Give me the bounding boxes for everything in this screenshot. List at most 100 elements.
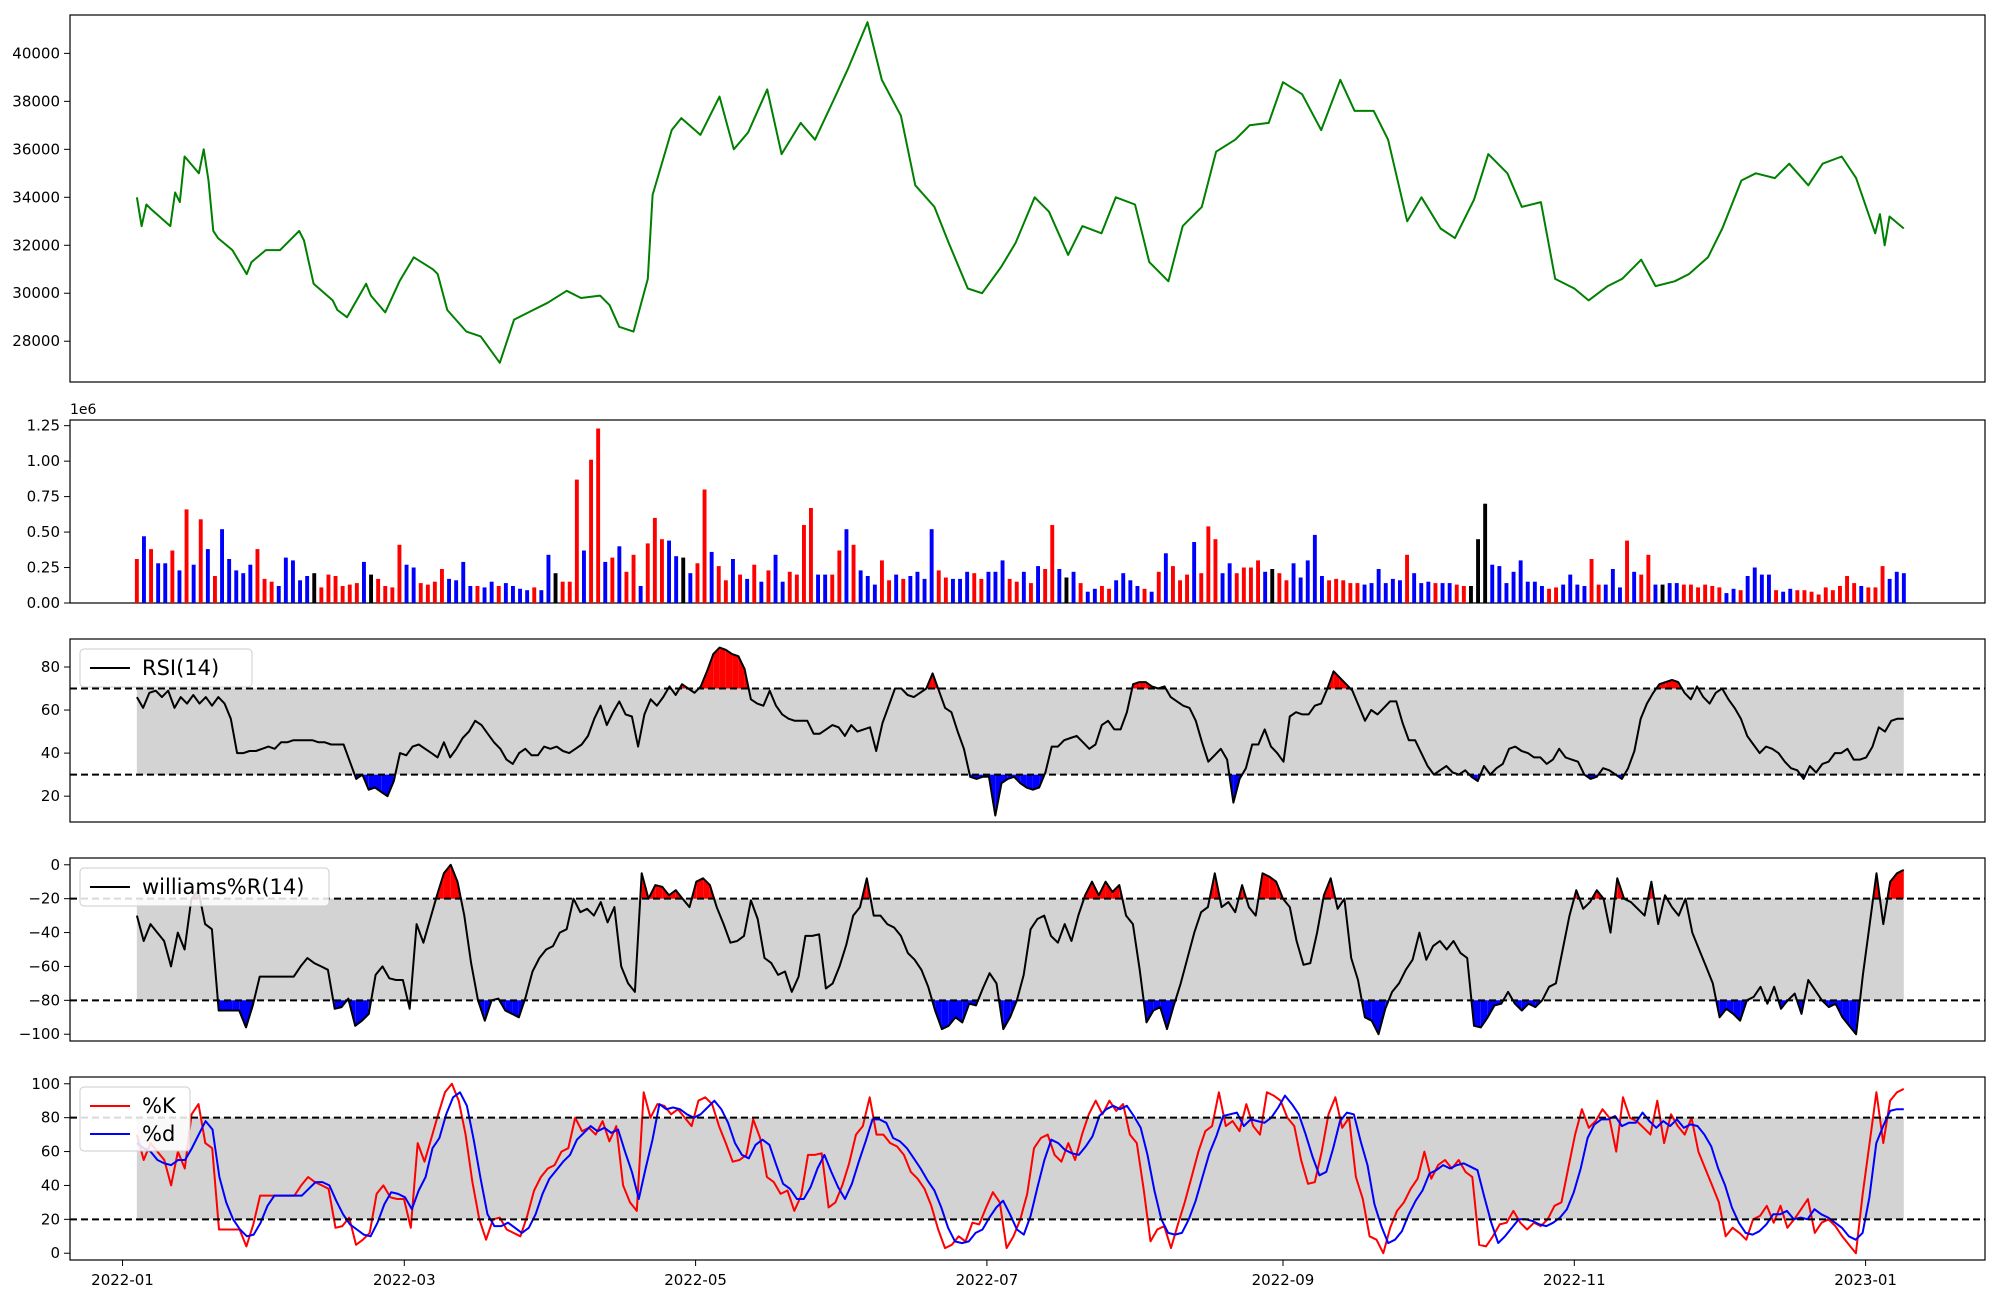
volume-bar [475, 586, 480, 603]
volume-bar [511, 586, 515, 603]
price-line [135, 21, 1905, 364]
volume-bar [723, 580, 728, 603]
volume-bar [234, 570, 239, 603]
volume-bar [1852, 583, 1857, 603]
volume-bar [305, 576, 310, 603]
volume-bar [709, 551, 714, 603]
x-axis-tick-label: 2022-07 [956, 1271, 1019, 1289]
volume-bar [695, 563, 700, 603]
volume-bar [560, 581, 565, 603]
volume-bar [780, 581, 785, 603]
volume-axis-tick-label: 1.25 [27, 417, 60, 435]
volume-bar [1752, 567, 1757, 603]
volume-bar [1575, 584, 1580, 603]
volume-bar [872, 584, 877, 603]
volume-bar [1646, 554, 1651, 603]
volume-bar [1823, 587, 1828, 603]
volume-bar [1412, 573, 1417, 603]
rsi-line [136, 646, 1904, 817]
volume-bar [908, 576, 913, 603]
volume-bar [582, 550, 586, 603]
volume-bar [972, 573, 977, 603]
volume-bar [447, 578, 451, 603]
volume-bar [1710, 586, 1715, 603]
volume-bar [794, 574, 799, 603]
volume-bar [134, 559, 139, 603]
volume-bar [525, 590, 530, 603]
volume-bar [1518, 560, 1523, 603]
stochastic-legend: %K %d [79, 1086, 191, 1152]
volume-bar [936, 570, 941, 603]
volume-bar [1625, 540, 1629, 603]
volume-bar [1759, 574, 1764, 603]
volume-bar [298, 580, 302, 603]
volume-bar [1859, 586, 1864, 603]
price-axis-tick-label: 28000 [12, 332, 60, 350]
volume-bar [610, 557, 615, 603]
volume-bar [276, 586, 281, 603]
volume-bar [1029, 583, 1033, 603]
volume-bar [1532, 581, 1537, 603]
williams-overbought-fill-segment [655, 885, 663, 899]
stochastic-legend-label: %d [142, 1122, 175, 1146]
williams-overbought-fill-segment [1112, 885, 1120, 899]
volume-bar [1107, 588, 1111, 603]
volume-bar [1433, 583, 1438, 603]
volume-bar [802, 525, 806, 603]
volume-bar [1632, 571, 1637, 603]
volume-bar [1483, 503, 1488, 603]
williams-oversold-fill-segment [948, 1000, 956, 1026]
rsi-oversold-fill-segment [1020, 774, 1027, 788]
volume-bar [1901, 573, 1906, 603]
rsi-legend-label: RSI(14) [142, 656, 219, 680]
williams-oversold-fill-segment [1726, 1000, 1734, 1014]
volume-bar [1312, 534, 1317, 603]
volume-bar [645, 543, 650, 603]
volume-bar [142, 536, 146, 603]
rsi-overbought-fill-segment [732, 654, 739, 689]
stochastic-legend-label: %K [142, 1094, 177, 1118]
volume-bar [1561, 584, 1566, 603]
williams-oversold-fill-segment [1146, 1000, 1154, 1023]
williams-oversold-fill-segment [1480, 1000, 1488, 1028]
volume-bar [929, 529, 934, 603]
rsi-oversold-fill [354, 774, 1806, 816]
volume-bar [227, 559, 232, 603]
williams-oversold-fill-segment [1842, 1000, 1850, 1026]
volume-bar [1263, 571, 1268, 603]
volume-axis-tick-label: 0.00 [27, 594, 60, 612]
volume-bar [837, 550, 842, 603]
volume-bar [1774, 590, 1778, 603]
volume-bar [1043, 569, 1048, 603]
volume-bar [1270, 569, 1275, 603]
price-axis-tick-label: 34000 [12, 188, 60, 206]
volume-bar [915, 571, 920, 603]
williams-overbought-fill-segment [443, 864, 451, 899]
volume-bar [255, 549, 260, 603]
volume-bar [376, 578, 381, 603]
volume-bar [1419, 583, 1424, 603]
williams-overbought-fill-segment [1262, 873, 1270, 899]
rsi-oversold-fill-segment [1026, 774, 1033, 790]
price-axis-tick-label: 30000 [12, 284, 60, 302]
williams-legend: williams%R(14) [79, 867, 330, 907]
volume-bar [1000, 560, 1005, 603]
williams-axis-tick-label: −80 [28, 991, 60, 1009]
volume-bar [1156, 571, 1161, 603]
volume-axis-tick-label: 0.25 [27, 559, 60, 577]
volume-bar [1092, 588, 1097, 603]
rsi-overbought-fill-segment [707, 654, 714, 689]
volume-bar [809, 508, 813, 603]
volume-bar [1206, 526, 1211, 603]
volume-bar [731, 559, 735, 603]
williams-overbought-fill [191, 864, 1904, 899]
volume-bar [1454, 584, 1459, 603]
volume-bar [674, 556, 679, 603]
volume-bar [766, 570, 771, 603]
volume-bar [354, 583, 359, 603]
volume-bar [1497, 566, 1502, 603]
rsi-axis-tick-label: 80 [41, 658, 60, 676]
volume-bar [1788, 588, 1793, 603]
stochastic-d-line [136, 1091, 1904, 1245]
volume-bar [1405, 554, 1409, 603]
